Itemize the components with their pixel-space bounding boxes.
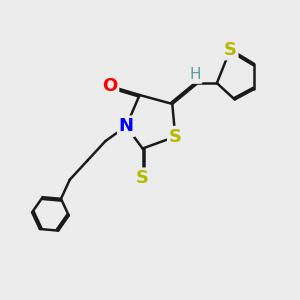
- Text: H: H: [189, 67, 201, 82]
- Text: S: S: [169, 128, 182, 146]
- Text: N: N: [119, 117, 134, 135]
- Text: O: O: [102, 77, 118, 95]
- Text: S: S: [136, 169, 149, 187]
- Text: S: S: [224, 40, 237, 58]
